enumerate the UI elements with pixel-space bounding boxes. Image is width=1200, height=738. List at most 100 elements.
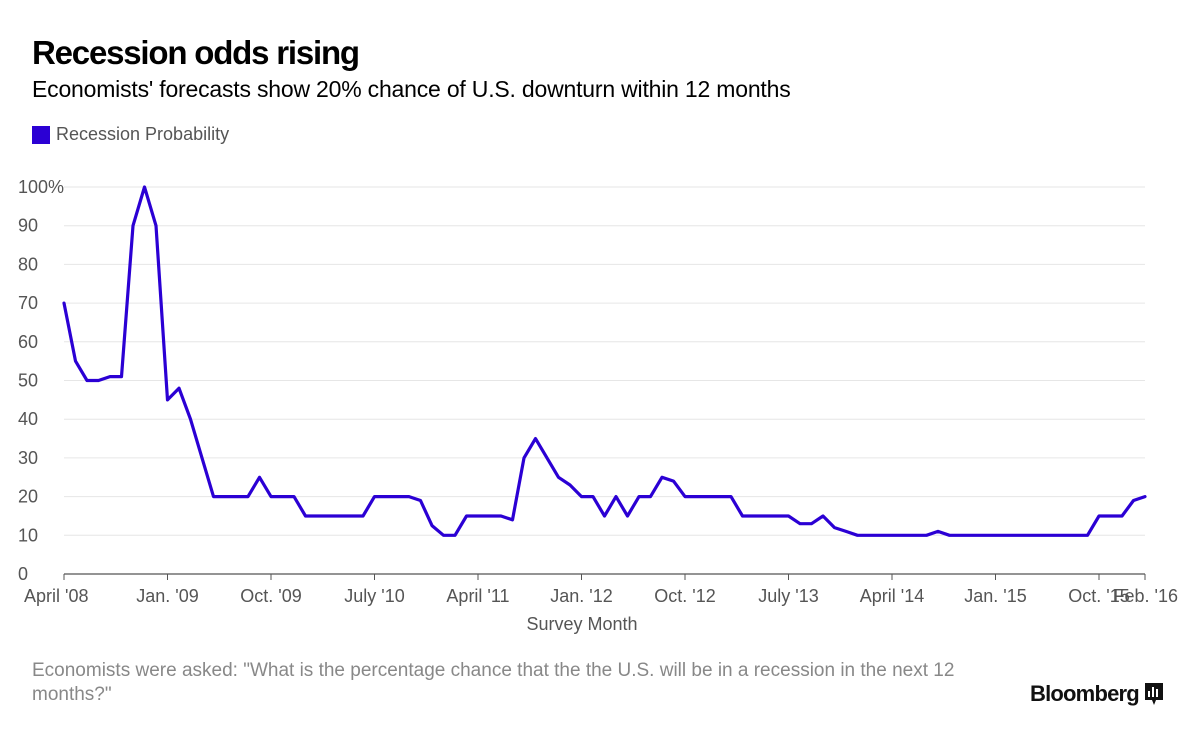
x-tick-label: Jan. '15	[964, 586, 1026, 606]
data-point	[511, 518, 514, 521]
data-point	[1051, 534, 1055, 537]
data-point	[361, 514, 365, 518]
legend: Recession Probability	[32, 124, 229, 145]
data-point	[821, 514, 825, 518]
data-point	[223, 495, 227, 498]
data-point	[614, 495, 618, 498]
y-tick-label: 30	[18, 448, 38, 468]
data-point	[246, 495, 250, 498]
x-axis-title: Survey Month	[526, 614, 637, 634]
data-point	[913, 534, 917, 537]
data-point	[695, 495, 698, 498]
y-tick-label: 50	[18, 371, 38, 391]
axes: 0 10 20 30 40 50 60 70 80 90 100% April '08 Jan. '09…	[18, 177, 1178, 606]
data-point	[269, 495, 273, 498]
y-tick-label: 90	[18, 216, 38, 236]
data-point	[775, 514, 779, 518]
data-point	[683, 495, 687, 498]
data-point	[62, 301, 66, 305]
x-tick-label: April '08	[24, 586, 88, 606]
data-point	[442, 534, 445, 537]
data-point	[522, 456, 526, 460]
series-layer	[62, 185, 1147, 537]
data-point	[729, 495, 733, 498]
data-point	[741, 514, 744, 518]
data-point	[120, 375, 123, 378]
data-point	[764, 514, 767, 518]
legend-swatch	[32, 125, 50, 144]
data-point	[959, 534, 963, 537]
data-point	[85, 379, 89, 382]
data-point	[235, 495, 238, 498]
data-point	[419, 499, 422, 502]
data-point	[994, 534, 997, 537]
data-point	[833, 526, 836, 529]
data-point	[925, 534, 928, 537]
data-point	[971, 534, 974, 537]
data-point	[1109, 514, 1112, 518]
data-point	[430, 524, 434, 527]
data-point	[476, 514, 480, 518]
data-point	[407, 495, 411, 498]
data-point	[1074, 534, 1078, 537]
data-point	[373, 495, 376, 498]
data-point	[465, 514, 468, 518]
data-point	[660, 476, 664, 479]
x-tick-label: Oct. '12	[654, 586, 715, 606]
y-tick-label: 70	[18, 293, 38, 313]
data-point	[902, 534, 905, 537]
data-point	[131, 224, 135, 227]
y-tick-label: 10	[18, 525, 38, 545]
x-tick-label: Jan. '09	[136, 586, 198, 606]
data-point	[810, 522, 813, 525]
y-tick-label: 100%	[18, 177, 64, 197]
data-point	[844, 530, 848, 533]
y-tick-label: 20	[18, 487, 38, 507]
data-point	[143, 185, 146, 189]
legend-label: Recession Probability	[56, 124, 230, 144]
data-point	[1132, 499, 1135, 502]
chart-title: Recession odds rising	[32, 34, 360, 71]
data-point	[292, 495, 296, 498]
data-point	[545, 456, 549, 460]
data-point	[384, 495, 388, 498]
data-point	[315, 514, 319, 518]
x-tick-label: April '14	[860, 586, 924, 606]
bloomberg-logo: Bloomberg	[1030, 681, 1163, 707]
data-point	[706, 495, 710, 498]
y-tick-label: 80	[18, 254, 38, 274]
data-point	[787, 514, 790, 518]
data-point	[672, 479, 675, 483]
data-point	[626, 514, 629, 518]
data-point	[154, 224, 158, 227]
data-point	[534, 437, 537, 440]
gridlines	[64, 186, 1145, 536]
x-tick-label: Oct. '15	[1068, 586, 1129, 606]
data-point	[982, 534, 986, 537]
x-tick-label: April '11	[446, 586, 509, 606]
data-point	[488, 514, 491, 518]
series-line-recession-probability	[62, 185, 1147, 537]
data-point	[603, 514, 606, 518]
data-point	[108, 375, 112, 378]
data-point	[304, 514, 307, 518]
data-point	[1063, 534, 1066, 537]
data-point	[568, 483, 572, 487]
data-point	[1040, 534, 1043, 537]
data-point	[879, 534, 882, 537]
data-point	[1143, 495, 1147, 498]
data-point	[1120, 514, 1124, 518]
data-point	[166, 398, 169, 402]
data-point	[281, 495, 284, 498]
x-tick-label: July '10	[344, 586, 404, 606]
footnote: Economists were asked: "What is the perc…	[32, 660, 955, 705]
data-point	[1097, 514, 1101, 518]
data-point	[591, 495, 595, 498]
data-point	[936, 530, 940, 533]
data-point	[649, 495, 652, 498]
data-point	[327, 514, 330, 518]
data-point	[189, 418, 192, 421]
data-point	[396, 495, 399, 498]
data-point	[856, 534, 859, 537]
